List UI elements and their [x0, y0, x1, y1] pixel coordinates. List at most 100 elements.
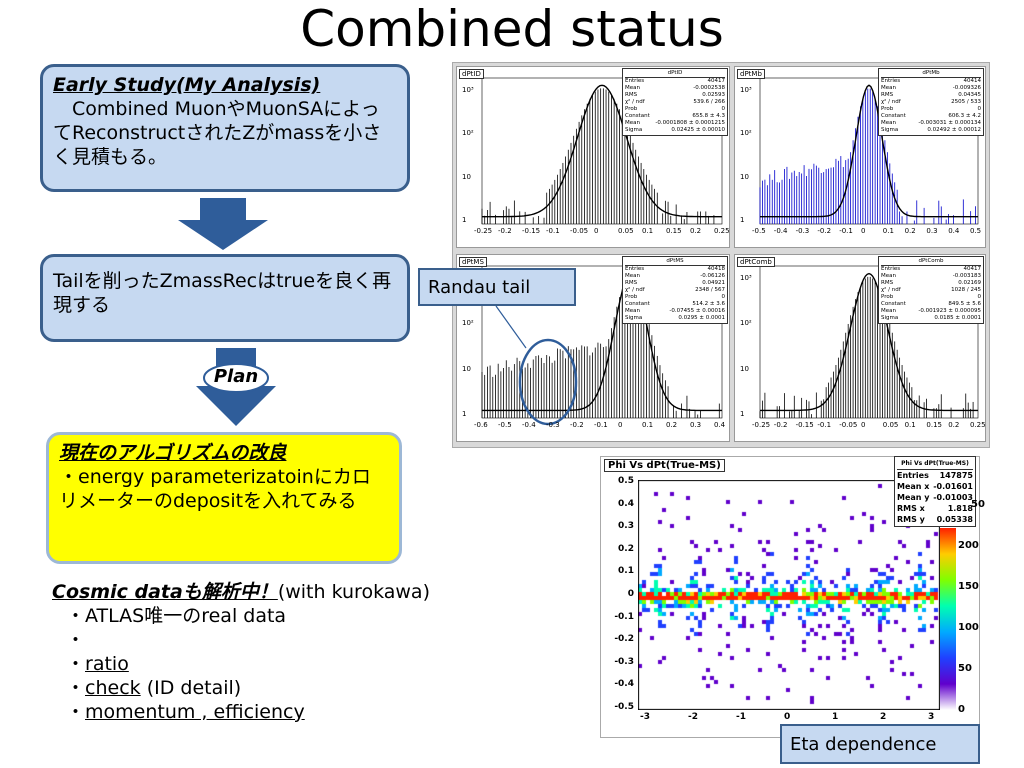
eta-y-tick: -0.1 [614, 611, 634, 622]
cosmic-header: Cosmic dataも解析中！ [52, 581, 278, 603]
x-tick-label: -0.1 [839, 227, 853, 235]
stats-box: dPtID Entries 40417 Mean -0.0002538 RMS 0.0259… [622, 68, 728, 136]
x-tick-label: 0.05 [618, 227, 634, 235]
x-tick-label: 0.2 [904, 227, 916, 235]
stats-row: RMS 0.02169 [881, 280, 981, 287]
fit-curve [482, 84, 722, 218]
stats-value: 0 [721, 294, 726, 300]
color-scale-tick: 100 [958, 622, 979, 633]
callout-pointer [495, 305, 527, 349]
eta-stats-row: Mean y -0.01003 [897, 492, 973, 503]
x-tick-label: -0.6 [474, 421, 488, 429]
bullet: ・ [66, 605, 86, 627]
stats-key: Prob [625, 294, 638, 300]
x-tick-label: 0.2 [948, 421, 960, 429]
stats-key: Mean [881, 273, 896, 279]
x-tick-label: -0.15 [522, 227, 541, 235]
x-tick-label: -0.15 [795, 421, 814, 429]
algorithm-body: ・energy parameterizatoinにカロリメーターのdeposit… [59, 466, 371, 512]
stats-row: Prob 0 [625, 294, 725, 301]
y-tick-label: 10³ [462, 86, 474, 94]
stats-row: RMS 0.02593 [625, 92, 725, 99]
stats-row: Entries 40414 [881, 78, 981, 85]
x-tick-label: 0.15 [666, 227, 682, 235]
x-tick-label: -0.2 [773, 421, 788, 429]
stats-row: Mean -0.0001808 ± 0.0001215 [625, 120, 725, 127]
stats-row: Mean -0.003031 ± 0.000134 [881, 120, 981, 127]
cosmic-item-link: momentum , efficiency [85, 701, 305, 723]
stats-row: Prob 0 [881, 294, 981, 301]
stats-key: Sigma [625, 127, 643, 133]
stats-value: 1028 / 245 [951, 287, 981, 293]
eta-y-tick: 0.4 [618, 498, 634, 509]
eta-y-tick: -0.2 [614, 634, 634, 645]
stats-value: 0.0185 ± 0.0001 [934, 315, 981, 321]
eta-x-tick: 1 [832, 712, 839, 722]
randau-tail-highlight [518, 338, 578, 426]
eta-stats-value: 1.818 [947, 504, 973, 513]
stats-row: RMS 0.04345 [881, 92, 981, 99]
early-study-box: Early Study(My Analysis) Combined MuonやM… [40, 64, 410, 192]
color-scale-tick: 200 [958, 540, 979, 551]
stats-title: dPtComb [881, 258, 981, 266]
eta-x-tick: 3 [928, 712, 935, 722]
bullet: ・ [66, 701, 86, 723]
x-tick-label: 0.4 [714, 421, 726, 429]
x-tick-label: 0.05 [882, 421, 899, 429]
x-tick-label: 0.25 [714, 227, 730, 235]
y-tick-label: 10³ [740, 274, 752, 282]
eta-stats-key: Entries [897, 471, 929, 480]
x-tick-label: 0.2 [690, 227, 702, 235]
stats-key: Mean [625, 85, 640, 91]
y-tick-label: 10³ [740, 86, 752, 94]
eta-stats-value: -0.01003 [933, 493, 973, 502]
stats-row: χ² / ndf 1028 / 245 [881, 287, 981, 294]
stats-row: Constant 606.3 ± 4.2 [881, 113, 981, 120]
plot-name-label: dPtID [459, 69, 484, 79]
stats-value: 40418 [707, 266, 726, 272]
stats-row: RMS 0.04921 [625, 280, 725, 287]
stats-key: Constant [625, 113, 650, 119]
plot-name-label: dPtMS [459, 257, 487, 267]
color-scale-tick: 50 [958, 663, 972, 674]
x-tick-label: -0.1 [817, 421, 832, 429]
plot-name-label: dPtComb [737, 257, 775, 267]
stats-value: 40417 [963, 266, 982, 272]
y-tick-label: 1 [462, 216, 467, 224]
stats-key: RMS [625, 92, 638, 98]
stats-row: Entries 40417 [625, 78, 725, 85]
eta-y-tick: -0.5 [614, 702, 634, 712]
stats-value: 655.8 ± 4.3 [692, 113, 725, 119]
stats-key: χ² / ndf [881, 99, 901, 105]
eta-y-tick: 0.2 [618, 543, 634, 554]
stats-row: Mean -0.003183 [881, 273, 981, 280]
stats-row: Sigma 0.02425 ± 0.00010 [625, 127, 725, 134]
tail-box: Tailを削ったZmassRecはtrueを良く再現する [40, 254, 410, 342]
eta-y-tick: -0.3 [614, 656, 634, 667]
y-tick-label: 10 [740, 172, 749, 181]
tail-body: Tailを削ったZmassRecはtrueを良く再現する [53, 270, 392, 316]
cosmic-item: ・ratio [52, 652, 522, 676]
fit-curve [760, 84, 978, 218]
stats-box: dPtComb Entries 40417 Mean -0.003183 RMS 0.021… [878, 256, 984, 324]
stats-key: χ² / ndf [625, 99, 645, 105]
stats-value: 0.0295 ± 0.0001 [678, 315, 725, 321]
plot-name-label: dPtMb [737, 69, 765, 79]
stats-value: 0 [977, 106, 982, 112]
eta-y-tick: -0.4 [614, 679, 634, 690]
stats-value: 539.6 / 266 [693, 99, 725, 105]
eta-stats-value: 0.05338 [936, 515, 973, 524]
x-tick-label: -0.25 [752, 421, 771, 429]
x-tick-label: 0 [861, 421, 866, 429]
x-tick-label: -0.2 [817, 227, 832, 235]
stats-value: 0.02593 [702, 92, 725, 98]
stats-key: RMS [625, 280, 638, 286]
eta-stats-title: Phi Vs dPt(True-MS) [897, 458, 973, 470]
x-tick-label: -0.5 [752, 227, 766, 235]
stats-key: Constant [881, 113, 906, 119]
color-scale-tick: 150 [958, 581, 979, 592]
color-scale-tick: 0 [958, 704, 965, 715]
stats-row: χ² / ndf 2348 / 567 [625, 287, 725, 294]
color-scale [940, 528, 956, 710]
eta-stats-row: Mean x -0.01601 [897, 481, 973, 492]
